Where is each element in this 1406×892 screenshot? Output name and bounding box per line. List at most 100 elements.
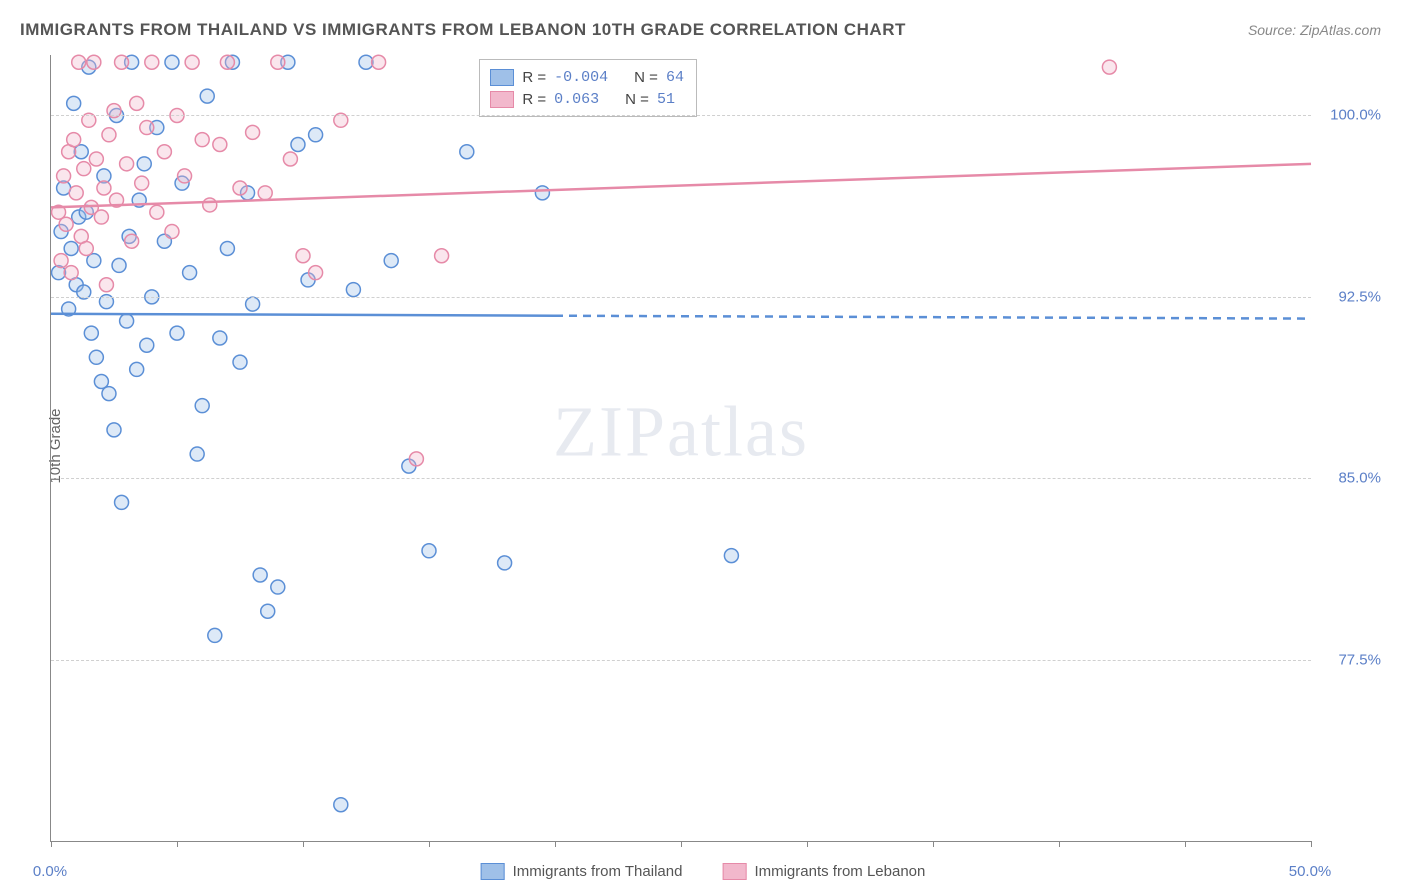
data-point bbox=[190, 447, 204, 461]
data-point bbox=[220, 55, 234, 69]
data-point bbox=[102, 128, 116, 142]
data-point bbox=[97, 181, 111, 195]
data-point bbox=[102, 387, 116, 401]
series-legend-item: Immigrants from Thailand bbox=[481, 863, 683, 880]
n-label: N = bbox=[625, 91, 649, 108]
series-legend-label: Immigrants from Lebanon bbox=[754, 863, 925, 880]
n-value: 51 bbox=[657, 91, 675, 108]
legend-swatch bbox=[481, 863, 505, 880]
xtick-label: 50.0% bbox=[1289, 863, 1332, 880]
data-point bbox=[346, 283, 360, 297]
data-point bbox=[283, 152, 297, 166]
data-point bbox=[253, 568, 267, 582]
xtick bbox=[51, 841, 52, 847]
data-point bbox=[271, 55, 285, 69]
data-point bbox=[89, 350, 103, 364]
legend-swatch bbox=[490, 91, 514, 108]
ytick-label: 100.0% bbox=[1330, 107, 1381, 124]
data-point bbox=[135, 176, 149, 190]
data-point bbox=[140, 121, 154, 135]
data-point bbox=[137, 157, 151, 171]
data-point bbox=[435, 249, 449, 263]
data-point bbox=[185, 55, 199, 69]
chart-title: IMMIGRANTS FROM THAILAND VS IMMIGRANTS F… bbox=[20, 20, 906, 40]
n-value: 64 bbox=[666, 69, 684, 86]
data-point bbox=[79, 241, 93, 255]
xtick bbox=[1059, 841, 1060, 847]
data-point bbox=[54, 254, 68, 268]
data-point bbox=[213, 137, 227, 151]
data-point bbox=[115, 495, 129, 509]
data-point bbox=[69, 186, 83, 200]
legend-swatch bbox=[490, 69, 514, 86]
plot-area: ZIPatlas R =-0.004N =64R = 0.063N =51 77… bbox=[50, 55, 1311, 842]
gridline bbox=[51, 478, 1311, 479]
xtick-label: 0.0% bbox=[33, 863, 67, 880]
xtick bbox=[555, 841, 556, 847]
xtick bbox=[681, 841, 682, 847]
data-point bbox=[498, 556, 512, 570]
data-point bbox=[120, 314, 134, 328]
data-point bbox=[233, 181, 247, 195]
data-point bbox=[64, 266, 78, 280]
data-point bbox=[157, 145, 171, 159]
ytick-label: 85.0% bbox=[1338, 470, 1381, 487]
data-point bbox=[84, 326, 98, 340]
r-label: R = bbox=[522, 91, 546, 108]
plot-svg bbox=[51, 55, 1311, 841]
legend-row: R = -0.004 N = 64 bbox=[490, 66, 684, 88]
data-point bbox=[130, 96, 144, 110]
series-legend-label: Immigrants from Thailand bbox=[513, 863, 683, 880]
xtick bbox=[1311, 841, 1312, 847]
data-point bbox=[67, 133, 81, 147]
xtick bbox=[807, 841, 808, 847]
data-point bbox=[535, 186, 549, 200]
data-point bbox=[220, 241, 234, 255]
data-point bbox=[59, 217, 73, 231]
data-point bbox=[89, 152, 103, 166]
legend-swatch bbox=[722, 863, 746, 880]
data-point bbox=[460, 145, 474, 159]
data-point bbox=[208, 628, 222, 642]
xtick bbox=[303, 841, 304, 847]
data-point bbox=[87, 55, 101, 69]
xtick bbox=[429, 841, 430, 847]
correlation-legend: R =-0.004N =64R = 0.063N =51 bbox=[479, 59, 697, 117]
data-point bbox=[165, 55, 179, 69]
data-point bbox=[200, 89, 214, 103]
gridline bbox=[51, 660, 1311, 661]
data-point bbox=[213, 331, 227, 345]
data-point bbox=[372, 55, 386, 69]
data-point bbox=[140, 338, 154, 352]
data-point bbox=[72, 55, 86, 69]
data-point bbox=[334, 798, 348, 812]
r-value: -0.004 bbox=[554, 69, 608, 86]
data-point bbox=[246, 297, 260, 311]
data-point bbox=[724, 549, 738, 563]
data-point bbox=[183, 266, 197, 280]
series-legend: Immigrants from Thailand Immigrants from … bbox=[481, 863, 926, 880]
data-point bbox=[107, 423, 121, 437]
data-point bbox=[115, 55, 129, 69]
xtick bbox=[933, 841, 934, 847]
data-point bbox=[120, 157, 134, 171]
data-point bbox=[67, 96, 81, 110]
ytick-label: 77.5% bbox=[1338, 651, 1381, 668]
xtick bbox=[1185, 841, 1186, 847]
data-point bbox=[77, 162, 91, 176]
data-point bbox=[309, 128, 323, 142]
data-point bbox=[112, 258, 126, 272]
chart-container: IMMIGRANTS FROM THAILAND VS IMMIGRANTS F… bbox=[0, 0, 1406, 892]
r-label: R = bbox=[522, 69, 546, 86]
gridline bbox=[51, 115, 1311, 116]
data-point bbox=[64, 241, 78, 255]
data-point bbox=[130, 362, 144, 376]
data-point bbox=[203, 198, 217, 212]
data-point bbox=[165, 225, 179, 239]
data-point bbox=[99, 278, 113, 292]
data-point bbox=[57, 169, 71, 183]
data-point bbox=[195, 133, 209, 147]
data-point bbox=[170, 326, 184, 340]
n-label: N = bbox=[634, 69, 658, 86]
data-point bbox=[296, 249, 310, 263]
